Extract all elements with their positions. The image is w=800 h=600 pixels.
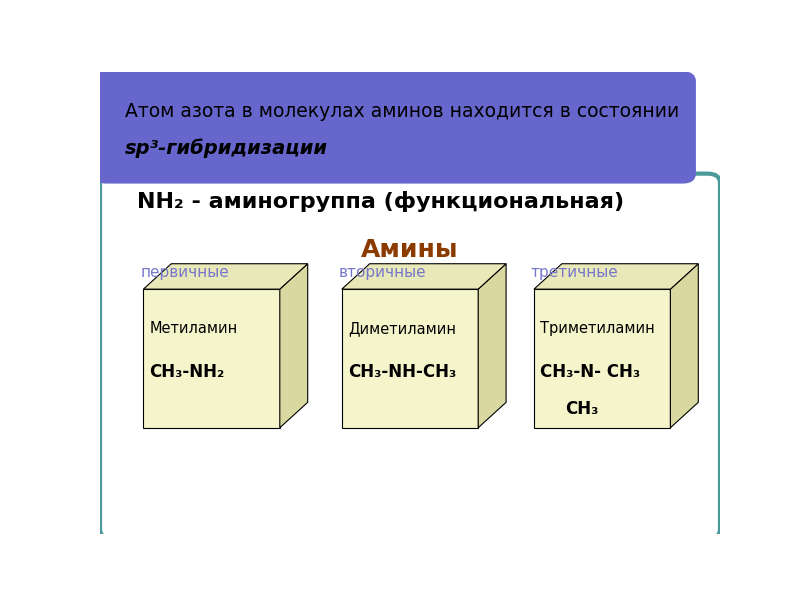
Text: sp³-гибридизации: sp³-гибридизации <box>125 139 328 158</box>
Polygon shape <box>670 264 698 428</box>
Text: CH₃-NH-CH₃: CH₃-NH-CH₃ <box>348 363 456 382</box>
FancyBboxPatch shape <box>100 173 720 539</box>
Text: Атом азота в молекулах аминов находится в состоянии: Атом азота в молекулах аминов находится … <box>125 102 679 121</box>
Text: Амины: Амины <box>362 238 458 262</box>
Polygon shape <box>534 264 698 289</box>
Text: CH₃-N- CH₃: CH₃-N- CH₃ <box>540 363 640 382</box>
Polygon shape <box>280 264 308 428</box>
Text: CH₃: CH₃ <box>565 400 598 418</box>
Text: Триметиламин: Триметиламин <box>540 321 655 336</box>
FancyBboxPatch shape <box>94 72 695 183</box>
Polygon shape <box>342 289 478 428</box>
Text: Диметиламин: Диметиламин <box>348 321 456 336</box>
Text: NH₂ - аминогруппа (функциональная): NH₂ - аминогруппа (функциональная) <box>138 191 624 212</box>
Polygon shape <box>143 264 308 289</box>
Polygon shape <box>342 264 506 289</box>
Polygon shape <box>478 264 506 428</box>
Text: первичные: первичные <box>140 265 229 280</box>
Text: Метиламин: Метиламин <box>150 321 238 336</box>
Text: третичные: третичные <box>531 265 618 280</box>
Text: CH₃-NH₂: CH₃-NH₂ <box>150 363 225 382</box>
Polygon shape <box>534 289 670 428</box>
Polygon shape <box>143 289 280 428</box>
Text: вторичные: вторичные <box>338 265 426 280</box>
